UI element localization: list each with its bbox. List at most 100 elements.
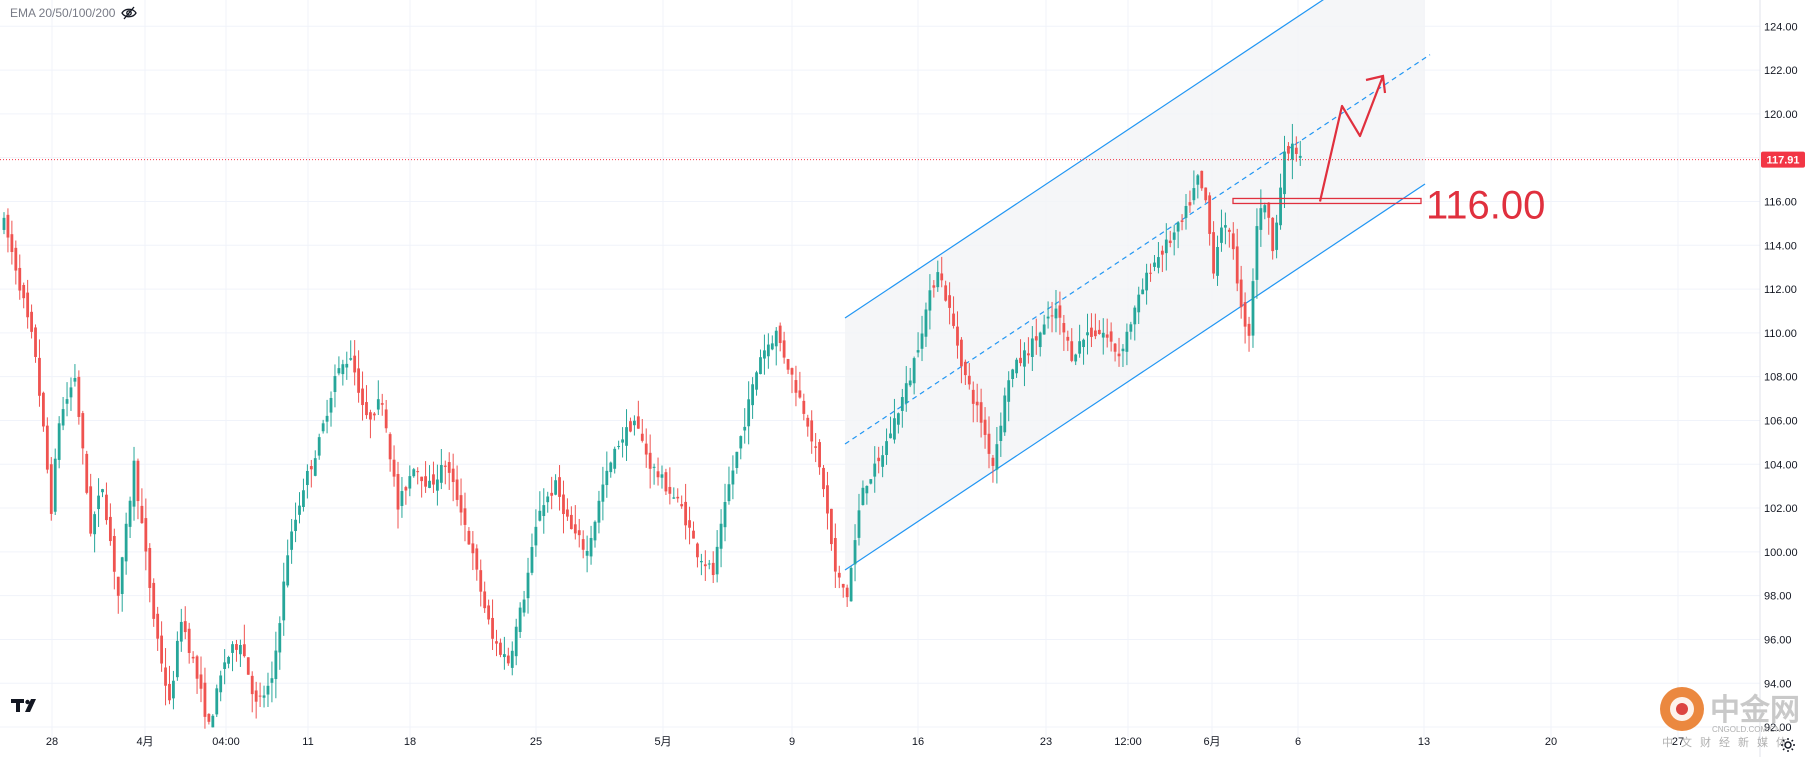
candle-body [231, 644, 234, 653]
candle-body [766, 344, 770, 357]
price-tick-label: 100.00 [1764, 547, 1798, 559]
candle-body [89, 486, 93, 534]
indicator-label[interactable]: EMA 20/50/100/200 [10, 6, 116, 20]
candle-body [703, 564, 707, 567]
candle-body [372, 413, 376, 416]
indicator-legend[interactable]: EMA 20/50/100/200 [10, 6, 138, 20]
candle-body [621, 439, 624, 443]
candle-body [983, 419, 987, 435]
candle-body [581, 539, 585, 550]
annotations: 116.00 [0, 74, 1760, 227]
candle-body [558, 477, 561, 497]
candle-body [707, 563, 711, 565]
candle-body [790, 368, 794, 375]
candle-body [369, 412, 372, 420]
candle-body [1164, 239, 1168, 254]
candle-body [22, 284, 26, 299]
candle-body [601, 484, 605, 502]
channel-mid-line [844, 54, 1431, 445]
candle-body [755, 372, 758, 390]
candle-body [42, 392, 45, 427]
candle-body [593, 521, 597, 541]
candle-body [132, 460, 136, 507]
candle-body [483, 591, 487, 609]
candle-body [211, 715, 215, 728]
candle-body [727, 484, 731, 502]
candle-body [597, 500, 601, 523]
candle-body [778, 325, 782, 344]
time-tick-label: 4月 [136, 736, 153, 748]
candle-body [376, 399, 380, 410]
candle-body [1062, 323, 1066, 333]
candle-body [688, 520, 691, 528]
candle-body [443, 465, 447, 467]
candle-body [179, 621, 183, 642]
candle-body [739, 436, 743, 449]
candle-body [412, 469, 416, 477]
candle-body [302, 490, 305, 507]
candle-body [45, 425, 49, 470]
candle-body [711, 562, 715, 576]
candle-body [510, 650, 514, 668]
candle-body [1019, 357, 1022, 364]
candle-body [1027, 353, 1030, 356]
price-tick-label: 112.00 [1764, 284, 1797, 296]
time-tick-label: 6月 [1203, 736, 1220, 748]
time-tick-label: 9 [789, 736, 795, 748]
candle-body [1015, 359, 1018, 374]
candle-body [124, 523, 128, 562]
candle-body [65, 399, 69, 404]
svg-text:中金网: 中金网 [1710, 693, 1800, 728]
candle-body [1011, 369, 1015, 380]
candle-body [136, 460, 140, 502]
candle-body [1216, 247, 1219, 276]
candle-body [1007, 380, 1011, 402]
candle-body [841, 583, 845, 588]
settings-gear-icon[interactable] [1780, 737, 1796, 753]
candle-body [1105, 334, 1109, 338]
candle-body [105, 494, 108, 521]
candle-body [239, 644, 242, 655]
candle-body [1188, 202, 1192, 206]
candle-body [948, 295, 951, 308]
candle-body [731, 470, 735, 485]
candle-body [1267, 202, 1271, 218]
candle-body [889, 433, 892, 439]
candle-body [774, 330, 778, 347]
candle-body [1117, 353, 1121, 357]
candle-body [1220, 227, 1223, 243]
candle-body [648, 452, 652, 469]
candle-body [309, 466, 313, 470]
candle-body [684, 501, 688, 526]
eye-hidden-icon[interactable] [121, 6, 138, 20]
candle-body [944, 285, 948, 301]
candle-body [1212, 232, 1215, 274]
candle-body [499, 642, 502, 655]
candle-body [1176, 222, 1180, 232]
candle-body [723, 502, 727, 528]
candle-body [439, 465, 443, 483]
candle-body [786, 359, 790, 370]
candle-body [408, 476, 412, 489]
candle-body [1204, 187, 1208, 201]
candle-body [747, 399, 751, 427]
price-axis[interactable]: 92.00 94.00 96.00 98.00 100.00 102.00 104.00 10… [1759, 0, 1805, 757]
time-tick-label: 18 [404, 736, 416, 748]
candle-body [1082, 339, 1085, 348]
candle-body [518, 607, 522, 633]
candle-body [1200, 170, 1204, 189]
candle-body [873, 463, 877, 477]
candle-body [361, 388, 364, 406]
candle-body [227, 656, 230, 664]
candle-body [861, 487, 865, 506]
time-axis[interactable]: 28 4月 04:00 11 18 25 5月 9 16 23 12:00 6月 6 13 20 27 [46, 736, 1684, 748]
candle-body [814, 446, 818, 448]
tradingview-logo-icon[interactable] [10, 696, 40, 716]
candle-body [967, 375, 971, 385]
candle-body [420, 476, 424, 482]
channel-upper-line [844, 0, 1324, 319]
candle-body [1074, 354, 1078, 362]
candle-body [1160, 250, 1164, 255]
candle-body [479, 570, 483, 592]
support-level-label: 116.00 [1426, 183, 1545, 227]
